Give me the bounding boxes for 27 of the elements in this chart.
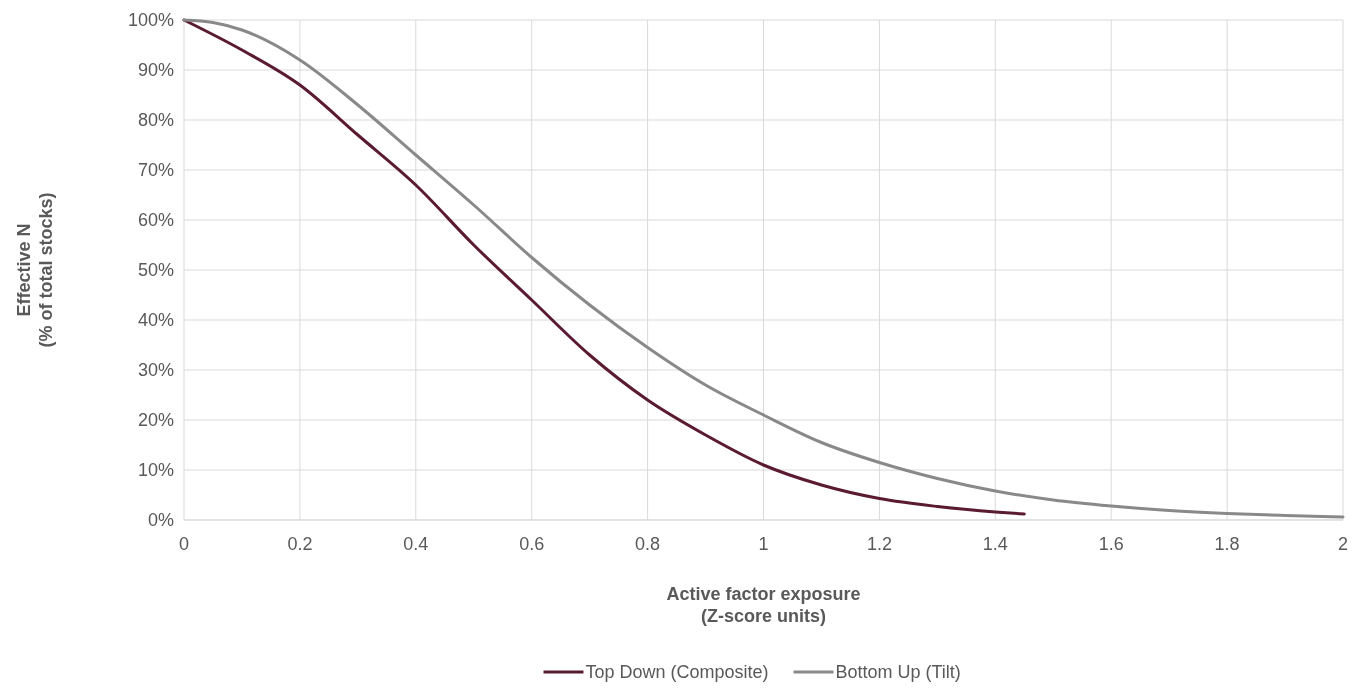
- x-tick-label: 1.4: [982, 534, 1008, 554]
- y-tick-label: 20%: [137, 410, 174, 431]
- x-tick-label: 0: [178, 534, 190, 554]
- x-tick-label: 0.6: [519, 534, 545, 554]
- y-tick-label: 30%: [137, 360, 174, 381]
- legend-label: Top Down (Composite): [585, 662, 769, 682]
- line-series: [182, 18, 1345, 519]
- y-tick-label: 60%: [137, 210, 174, 231]
- x-tick-label: 0.2: [287, 534, 313, 554]
- x-tick-label: 2: [1337, 534, 1349, 554]
- y-tick-label: 90%: [137, 60, 174, 81]
- y-tick-label: 0%: [147, 510, 174, 531]
- y-tick-label: 50%: [137, 260, 174, 281]
- x-tick-label: 1.2: [866, 534, 892, 554]
- y-tick-label: 40%: [137, 310, 174, 331]
- y-axis-title: Effective N (% of total stocks): [14, 192, 56, 348]
- y-tick-label: 10%: [137, 460, 174, 481]
- x-tick-label: 0.8: [635, 534, 661, 554]
- x-tick-label: 1.8: [1214, 534, 1240, 554]
- x-tick-label: 1: [758, 534, 769, 554]
- legend-label: Bottom Up (Tilt): [835, 662, 961, 682]
- y-tick-label: 80%: [137, 110, 174, 131]
- x-axis-title: Active factor exposure (Z-score units): [666, 584, 861, 626]
- y-tick-label: 70%: [137, 160, 174, 181]
- x-tick-label: 1.6: [1098, 534, 1124, 554]
- x-tick-label: 0.4: [403, 534, 429, 554]
- y-tick-label: 100%: [127, 10, 174, 31]
